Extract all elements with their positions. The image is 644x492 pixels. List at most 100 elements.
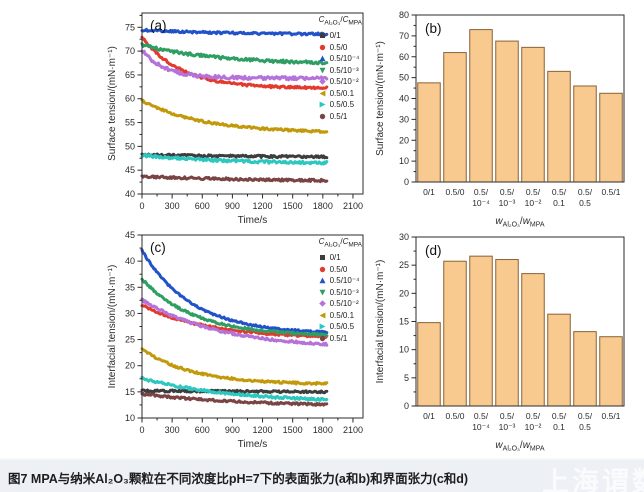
x-tick-label: 0.5/1 [602,411,621,421]
series-0.5/10⁻³ [140,42,329,66]
y-tick-label: 30 [399,232,409,242]
y-tick-label: 40 [125,189,135,199]
x-tick-label: 600 [195,425,210,435]
triangle-up-icon [319,277,326,284]
figure-caption: 图7 MPA与纳米Al₂O₃颗粒在不同浓度比pH=7下的表面张力(a和b)和界面… [8,471,469,486]
y-tick-label: 10 [125,413,135,423]
legend-item-label: 0/1 [329,253,341,263]
legend-a: CAl₂O₃/CMPA 0/1 0.5/0 0.5/10⁻⁴ 0.5/10⁻³ 0.5/1… [319,14,362,122]
legend-item-label: 0.5/10⁻⁴ [329,54,360,64]
legend-item: 0.5/10⁻³ [319,65,362,77]
x-tick-label: 0/1 [423,187,435,197]
y-tick-label: 40 [125,256,135,266]
series-0/1 [140,152,329,160]
y-tick-label: 25 [399,260,409,270]
y-axis-label: Surface tension/(mN·m⁻¹) [107,46,118,161]
series-0.5/0.1 [140,347,329,386]
x-tick-label: 0.1 [553,198,565,208]
diamond-icon [318,78,326,86]
triangle-up-icon [319,55,326,62]
x-tick-label: 0.5/ [552,411,567,421]
x-tick-label: 10⁻³ [499,198,516,208]
x-tick-label: 0.5 [579,422,591,432]
bar [573,331,597,407]
x-tick-label: 10⁻² [525,198,542,208]
legend-item: 0/1 [319,252,362,264]
y-tick-label: 50 [399,73,409,83]
legend-item: 0.5/0 [319,264,362,276]
x-tick-label: 0.5/ [526,411,541,421]
legend-item-label: 0.5/10⁻³ [329,287,359,297]
x-tick-label: 1200 [253,201,273,211]
legend-item: 0.5/1 [319,111,362,123]
series-0.5/1 [140,174,329,184]
y-tick-label: 15 [125,387,135,397]
series-0.5/10⁻⁴ [140,248,329,335]
x-tick-label: 600 [195,201,210,211]
y-tick-label: 30 [125,308,135,318]
x-tick-label: 1500 [283,201,303,211]
legend-item-label: 0/1 [329,31,341,41]
legend-title: CAl₂O₃/CMPA [318,237,362,249]
panel-label: (d) [425,243,442,258]
y-tick-label: 40 [399,94,409,104]
watermark: 上海谓数 [542,467,644,492]
x-axis-label: Time/s [238,439,268,450]
x-tick-label: 1800 [313,425,333,435]
triangle-right-icon [319,101,326,108]
series-0/1 [140,388,329,395]
y-tick-label: 60 [125,94,135,104]
x-tick-label: 10⁻⁴ [472,198,490,208]
x-tick-label: 0 [139,201,144,211]
y-tick-label: 75 [125,22,135,32]
x-tick-label: 0.5/0 [446,187,465,197]
panel-a-surface-tension-line-chart: 0 300 600 900 1200 1500 1800 2100 40 45 50 55 60 65 70… [104,6,370,230]
legend-item-label: 0.5/10⁻² [329,299,359,309]
x-tick-label: 0.5/ [474,411,489,421]
diamond-icon [318,300,326,308]
y-tick-label: 50 [125,141,135,151]
bar [469,255,493,407]
legend-item: 0.5/0.5 [319,99,362,111]
legend-item-label: 0.5/10⁻⁴ [329,276,360,286]
legend-item-label: 0.5/10⁻³ [329,65,359,75]
x-tick-label: 0.5 [579,198,591,208]
bar [495,259,519,407]
panel-b-surface-tension-bar-chart: 0 10 20 30 40 50 60 70 80 0/1 0.5/0 0.5/10⁻⁴ 0.5/10⁻… [372,6,634,230]
legend-item: 0.5/10⁻³ [319,287,362,299]
bar [417,322,441,407]
y-tick-label: 15 [399,317,409,327]
y-tick-label: 20 [399,288,409,298]
y-tick-label: 0 [404,401,409,411]
x-axis-label: wAl₂O₃/wMPA [495,216,544,229]
series-0.5/10⁻² [140,297,329,347]
circle-icon [319,44,325,51]
bar [495,40,519,183]
legend-item-label: 0.5/0.5 [329,322,355,332]
y-tick-label: 80 [399,10,409,20]
legend-item-label: 0.5/0.1 [329,310,355,320]
legend-item-label: 0.5/10⁻² [329,77,359,87]
panel-c-interfacial-tension-line-chart: 0 300 600 900 1200 1500 1800 2100 10 15 20 25 30 35 40… [104,228,370,454]
bar [521,46,545,183]
legend-item: 0.5/0.5 [319,321,362,333]
series-0.5/10⁻⁴ [140,27,329,37]
x-tick-label: 900 [225,425,240,435]
bar [521,273,545,407]
y-tick-label: 0 [404,177,409,187]
legend-item: 0.5/10⁻² [318,298,362,310]
x-tick-label: 10⁻² [525,422,542,432]
figure-caption-bar: 图7 MPA与纳米Al₂O₃颗粒在不同浓度比pH=7下的表面张力(a和b)和界面… [0,458,644,492]
chart-c-svg: 0 300 600 900 1200 1500 1800 2100 10 15 20 25 30 35 40… [107,230,364,450]
bar [573,85,597,183]
circle-icon [319,335,325,342]
y-tick-label: 10 [399,345,409,355]
series-0.5/10⁻² [140,49,329,82]
y-tick-label: 30 [399,114,409,124]
bar [599,92,623,183]
y-tick-label: 35 [125,282,135,292]
legend-item-label: 0.5/1 [329,111,348,121]
x-tick-label: 0.5/0 [446,411,465,421]
bar [547,70,571,183]
legend-item: 0.5/0 [319,42,362,54]
